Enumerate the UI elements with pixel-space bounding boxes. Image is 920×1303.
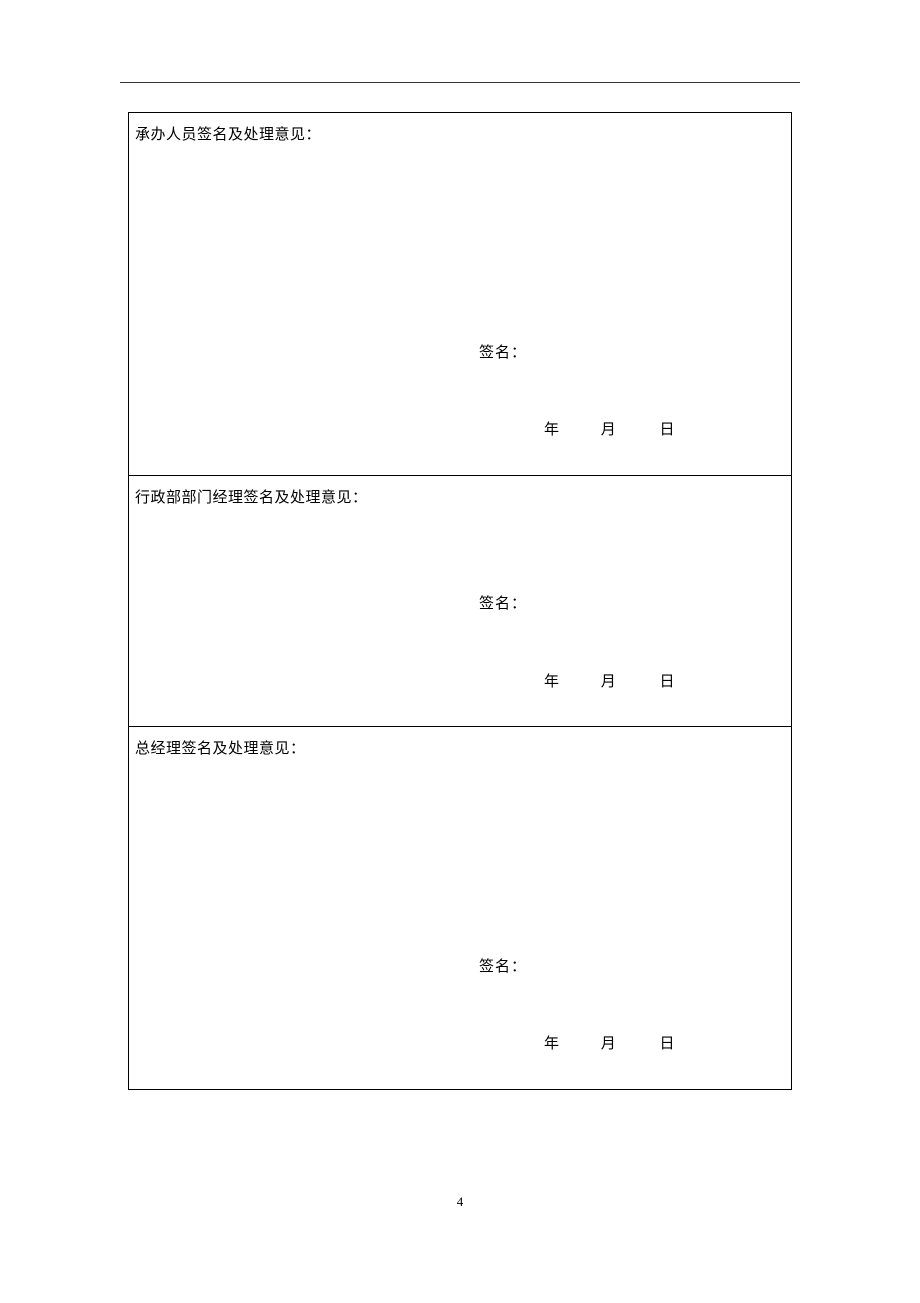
section-3-title: 总经理签名及处理意见： [135,737,306,758]
section-1-year-label: 年 [544,418,559,439]
section-1-content: 承办人员签名及处理意见： 签名： 年 月 日 [129,113,791,475]
section-3-month-label: 月 [601,1032,616,1053]
section-1-month-label: 月 [601,418,616,439]
section-1-cell: 承办人员签名及处理意见： 签名： 年 月 日 [129,113,792,476]
section-2-content: 行政部部门经理签名及处理意见： 签名： 年 月 日 [129,476,791,726]
section-1-date-line: 年 月 日 [544,418,675,439]
section-1-title: 承办人员签名及处理意见： [135,123,321,144]
approval-form-table: 承办人员签名及处理意见： 签名： 年 月 日 行政部部门经理签名及处理意见： 签… [128,112,792,1090]
section-3-cell: 总经理签名及处理意见： 签名： 年 月 日 [129,727,792,1090]
page-number: 4 [0,1194,920,1210]
section-2-year-label: 年 [544,670,559,691]
section-3-day-label: 日 [660,1032,675,1053]
section-3-signature-label: 签名： [479,955,527,976]
section-2-signature-label: 签名： [479,592,527,613]
section-2-title: 行政部部门经理签名及处理意见： [135,486,368,507]
section-3-year-label: 年 [544,1032,559,1053]
section-3-content: 总经理签名及处理意见： 签名： 年 月 日 [129,727,791,1089]
section-3-date-line: 年 月 日 [544,1032,675,1053]
section-1-day-label: 日 [660,418,675,439]
section-2-cell: 行政部部门经理签名及处理意见： 签名： 年 月 日 [129,476,792,727]
section-2-month-label: 月 [601,670,616,691]
section-1-signature-label: 签名： [479,341,527,362]
header-horizontal-rule [120,82,800,83]
section-2-date-line: 年 月 日 [544,670,675,691]
section-2-day-label: 日 [660,670,675,691]
